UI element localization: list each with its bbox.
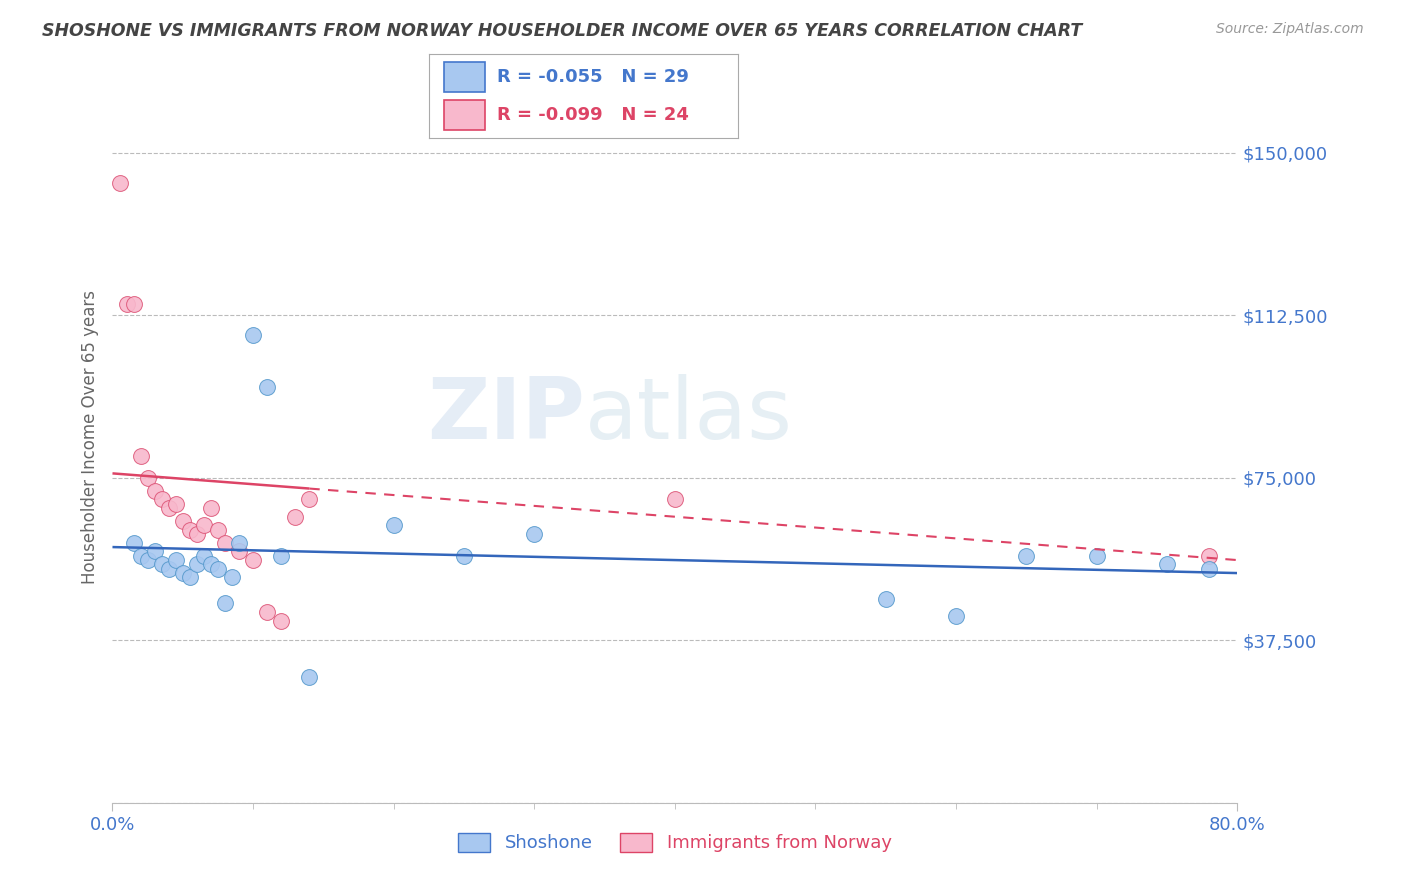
Y-axis label: Householder Income Over 65 years: Householder Income Over 65 years (80, 290, 98, 584)
Point (214, 596, 236, 610)
Text: atlas: atlas (585, 374, 793, 457)
Point (150, 492, 173, 507)
Point (200, 558, 222, 572)
Point (165, 553, 187, 567)
Text: Source: ZipAtlas.com: Source: ZipAtlas.com (1216, 22, 1364, 37)
Point (523, 527, 546, 541)
Point (256, 605, 278, 619)
Point (270, 614, 292, 628)
Point (122, 297, 145, 311)
Point (129, 549, 152, 563)
Point (453, 549, 475, 563)
Point (1156, 558, 1178, 572)
Point (172, 566, 194, 580)
Point (875, 592, 897, 607)
Text: R = -0.055   N = 29: R = -0.055 N = 29 (496, 69, 689, 87)
Point (122, 535, 145, 549)
Text: SHOSHONE VS IMMIGRANTS FROM NORWAY HOUSEHOLDER INCOME OVER 65 YEARS CORRELATION : SHOSHONE VS IMMIGRANTS FROM NORWAY HOUSE… (42, 22, 1083, 40)
Point (179, 523, 201, 537)
Point (1198, 562, 1220, 576)
Point (207, 562, 229, 576)
Point (270, 549, 292, 563)
Point (157, 562, 180, 576)
Point (242, 553, 264, 567)
Point (186, 527, 208, 541)
Point (382, 518, 405, 533)
Point (1198, 549, 1220, 563)
Text: R = -0.099   N = 24: R = -0.099 N = 24 (496, 106, 689, 124)
Point (228, 535, 250, 549)
Point (242, 327, 264, 342)
Point (1085, 549, 1108, 563)
Point (298, 670, 321, 684)
Point (108, 176, 131, 190)
Point (186, 558, 208, 572)
Text: ZIP: ZIP (427, 374, 585, 457)
Point (136, 471, 159, 485)
Point (150, 558, 173, 572)
Point (256, 380, 278, 394)
Point (143, 483, 166, 498)
Point (172, 514, 194, 528)
Point (298, 492, 321, 507)
Point (207, 523, 229, 537)
Point (179, 570, 201, 584)
Point (1015, 549, 1038, 563)
Legend: Shoshone, Immigrants from Norway: Shoshone, Immigrants from Norway (451, 826, 898, 860)
Point (129, 449, 152, 463)
Point (214, 535, 236, 549)
Point (136, 553, 159, 567)
Point (165, 497, 187, 511)
Bar (444, 100, 485, 130)
Point (664, 492, 686, 507)
Point (193, 549, 215, 563)
Point (143, 544, 166, 558)
Point (115, 297, 138, 311)
Point (228, 544, 250, 558)
Point (157, 501, 180, 516)
Point (200, 501, 222, 516)
Bar (444, 62, 485, 92)
Point (284, 509, 307, 524)
Point (945, 609, 967, 624)
Point (193, 518, 215, 533)
Point (221, 570, 243, 584)
